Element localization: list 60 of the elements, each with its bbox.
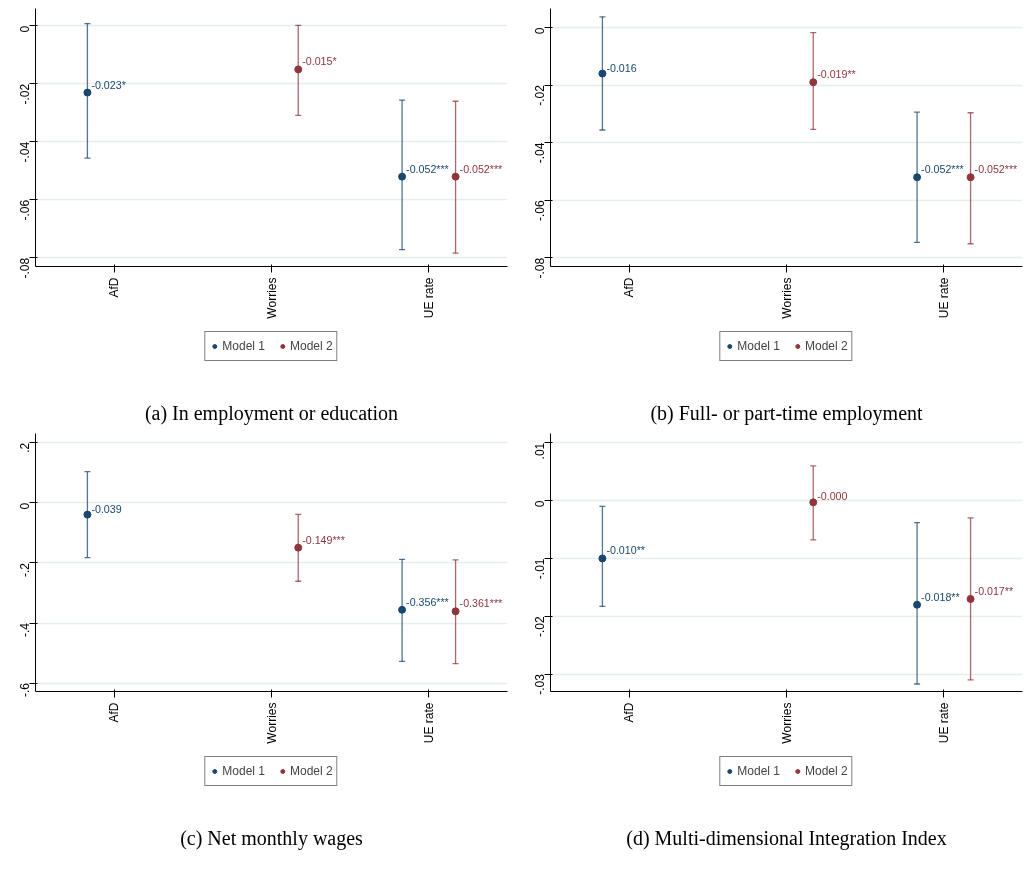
y-tick-label: -.4 bbox=[18, 622, 32, 638]
y-tick-label: -.08 bbox=[533, 257, 547, 279]
data-label: -0.052*** bbox=[406, 162, 449, 175]
x-tick-label: AfD bbox=[107, 702, 122, 723]
data-label: -0.023* bbox=[91, 78, 126, 91]
y-tick-label: -.06 bbox=[18, 199, 32, 221]
y-tick-label: -.08 bbox=[18, 257, 32, 279]
y-tick-label: 0 bbox=[18, 502, 32, 510]
legend-label: Model 1 bbox=[737, 339, 780, 353]
x-tick-label: UE rate bbox=[936, 277, 951, 319]
y-tick-label: -.01 bbox=[533, 558, 547, 580]
y-tick-label: .2 bbox=[18, 442, 32, 453]
text: (c) Net monthly wages bbox=[180, 826, 364, 850]
x-tick-label: AfD bbox=[622, 702, 637, 723]
legend-label: Model 2 bbox=[805, 339, 848, 353]
y-tick-label: -.02 bbox=[18, 83, 32, 105]
x-tick-label: Worries bbox=[264, 702, 279, 744]
legend-label: Model 1 bbox=[737, 764, 780, 778]
y-tick-label: -.04 bbox=[18, 141, 32, 163]
y-tick-label: -.6 bbox=[18, 682, 32, 698]
legend-label: Model 2 bbox=[290, 339, 333, 353]
y-tick-label: -.02 bbox=[533, 615, 547, 637]
y-tick-label: -.04 bbox=[533, 142, 547, 164]
data-label: -0.010** bbox=[606, 544, 645, 557]
y-tick-label: 0 bbox=[533, 27, 547, 35]
y-tick-label: .01 bbox=[533, 442, 547, 460]
y-tick-label: -.2 bbox=[18, 562, 32, 577]
legend-label: Model 1 bbox=[222, 764, 265, 778]
legend-label: Model 2 bbox=[290, 764, 333, 778]
x-tick-label: Worries bbox=[779, 702, 794, 744]
legend-label: Model 2 bbox=[805, 764, 848, 778]
x-tick-label: AfD bbox=[107, 277, 122, 298]
data-label: -0.356*** bbox=[406, 595, 449, 608]
y-tick-label: -.02 bbox=[533, 84, 547, 106]
x-tick-label: UE rate bbox=[421, 702, 436, 744]
y-tick-label: 0 bbox=[18, 25, 32, 33]
y-tick-label: -.06 bbox=[533, 199, 547, 221]
data-label: -0.016 bbox=[606, 61, 637, 74]
data-label: -0.052*** bbox=[459, 162, 503, 175]
data-label: -0.052*** bbox=[974, 163, 1018, 176]
text: (d) Multi-dimensional Integration Index bbox=[626, 826, 947, 850]
y-tick-label: 0 bbox=[533, 500, 547, 508]
x-tick-label: UE rate bbox=[936, 702, 951, 744]
data-label: -0.361*** bbox=[459, 597, 503, 610]
x-tick-label: Worries bbox=[264, 277, 279, 319]
text: (b) Full- or part-time employment bbox=[650, 401, 924, 425]
data-label: -0.000 bbox=[817, 490, 848, 503]
x-tick-label: AfD bbox=[622, 277, 637, 298]
data-label: -0.018** bbox=[921, 590, 960, 603]
data-label: -0.015* bbox=[302, 55, 337, 68]
data-label: -0.052*** bbox=[921, 163, 964, 176]
y-tick-label: -.03 bbox=[533, 673, 547, 695]
legend-label: Model 1 bbox=[222, 339, 265, 353]
x-tick-label: Worries bbox=[779, 277, 794, 319]
data-label: -0.039 bbox=[91, 502, 122, 515]
data-label: -0.017** bbox=[974, 584, 1014, 597]
x-tick-label: UE rate bbox=[421, 277, 436, 319]
data-label: -0.149*** bbox=[302, 533, 345, 546]
data-label: -0.019** bbox=[817, 68, 856, 81]
text: (a) In employment or education bbox=[144, 401, 399, 425]
